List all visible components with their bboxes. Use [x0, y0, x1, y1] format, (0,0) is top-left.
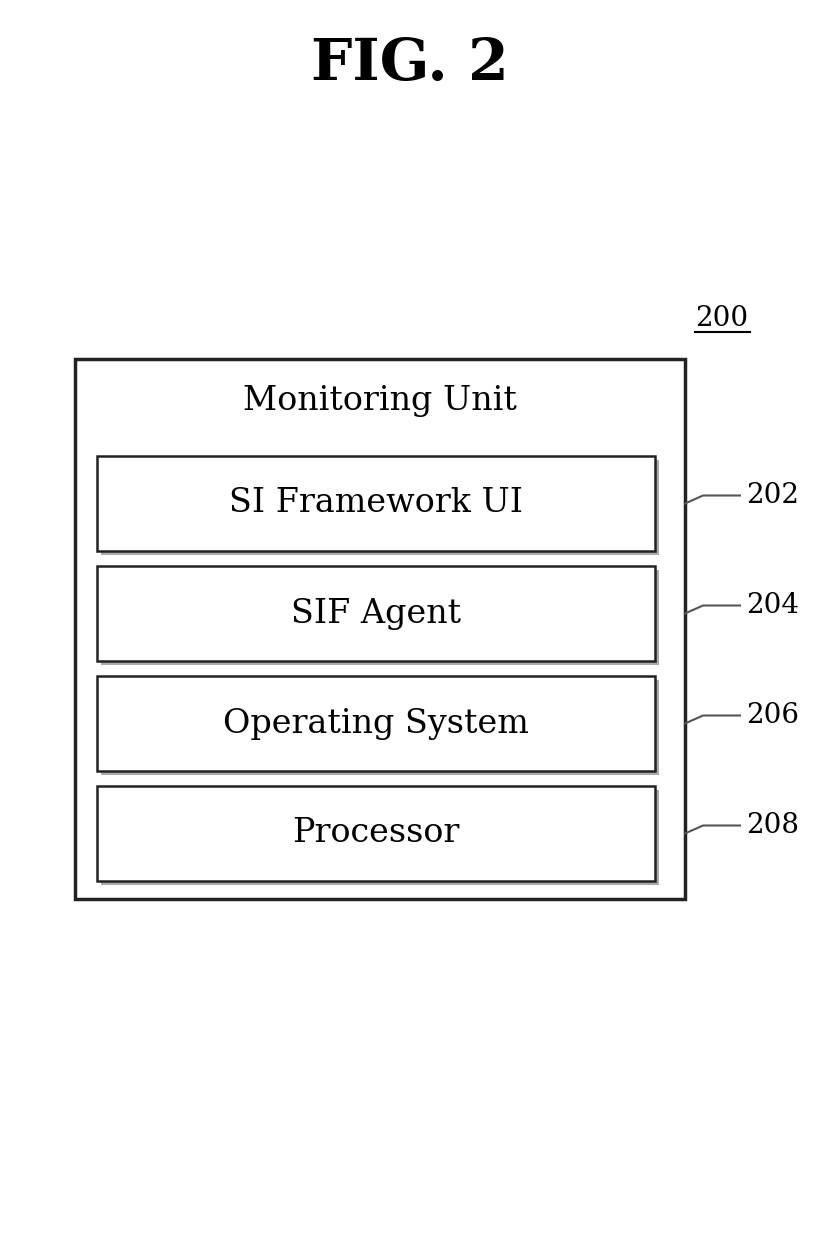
Bar — [97, 676, 654, 771]
Bar — [75, 358, 684, 899]
Bar — [101, 460, 658, 555]
Bar — [101, 791, 658, 886]
Bar — [97, 456, 654, 551]
Text: 202: 202 — [745, 482, 798, 510]
Bar — [97, 566, 654, 661]
Text: SI Framework UI: SI Framework UI — [229, 487, 523, 520]
Text: 200: 200 — [695, 306, 747, 332]
Text: Processor: Processor — [292, 818, 459, 849]
Text: 204: 204 — [745, 592, 798, 620]
Text: Monitoring Unit: Monitoring Unit — [242, 385, 516, 417]
Text: 206: 206 — [745, 702, 798, 729]
Bar — [97, 786, 654, 881]
Bar — [101, 570, 658, 664]
Text: FIG. 2: FIG. 2 — [310, 36, 509, 92]
Text: 208: 208 — [745, 812, 798, 839]
Text: Operating System: Operating System — [223, 707, 528, 739]
Bar — [101, 679, 658, 774]
Text: SIF Agent: SIF Agent — [291, 597, 460, 629]
